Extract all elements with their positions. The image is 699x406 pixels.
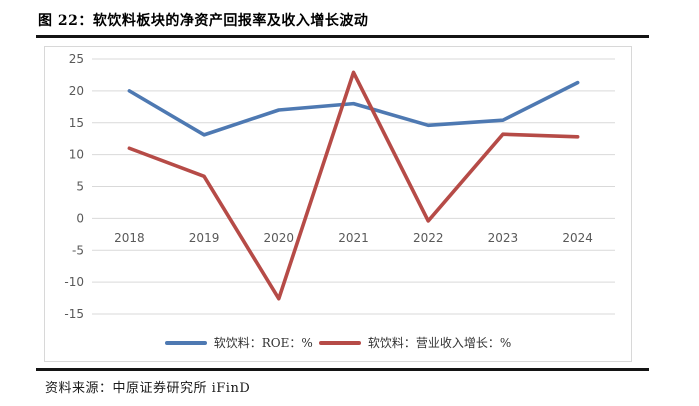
roe-line-swatch	[164, 340, 207, 345]
x-tick-label: 2020	[264, 231, 295, 245]
legend-label-revenue-growth: 软饮料：营业收入增长：%	[367, 336, 512, 350]
y-tick-label: 0	[76, 211, 84, 225]
y-tick-label: 25	[69, 52, 84, 66]
revenue-growth-line-swatch	[318, 340, 361, 345]
legend-item-revenue-growth: 软饮料：营业收入增长：%	[318, 334, 512, 351]
legend-label-roe: 软饮料：ROE：%	[213, 336, 313, 350]
y-tick-label: 15	[69, 116, 84, 130]
x-tick-label: 2019	[189, 231, 220, 245]
x-tick-label: 2021	[338, 231, 369, 245]
x-tick-label: 2022	[413, 231, 444, 245]
line-chart: 25 20 15 10 5 0 -5 -10 -15 2018 2019 2020 2021 2022 20…	[64, 52, 615, 321]
figure-title: 图 22：软饮料板块的净资产回报率及收入增长波动	[38, 13, 369, 29]
revenue-growth-series-line	[127, 70, 580, 301]
chart-legend: 软饮料：ROE：% 软饮料：营业收入增长：%	[45, 334, 631, 351]
y-tick-label: 10	[69, 148, 84, 162]
x-tick-label: 2023	[488, 231, 519, 245]
y-tick-label: 5	[76, 180, 84, 194]
source-note: 资料来源：中原证券研究所 iFinD	[45, 381, 251, 396]
title-divider-rule	[36, 35, 649, 38]
y-tick-label: 20	[69, 84, 84, 98]
chart-container: 25 20 15 10 5 0 -5 -10 -15 2018 2019 2020 2021 2022 20…	[44, 46, 632, 362]
y-tick-label: -10	[64, 275, 84, 289]
legend-item-roe: 软饮料：ROE：%	[164, 334, 313, 351]
roe-series-line	[127, 80, 580, 137]
source-divider-rule	[36, 368, 649, 371]
y-tick-label: -15	[64, 307, 84, 321]
x-tick-label: 2018	[114, 231, 145, 245]
x-tick-label: 2024	[562, 231, 593, 245]
y-tick-label: -5	[72, 243, 84, 257]
